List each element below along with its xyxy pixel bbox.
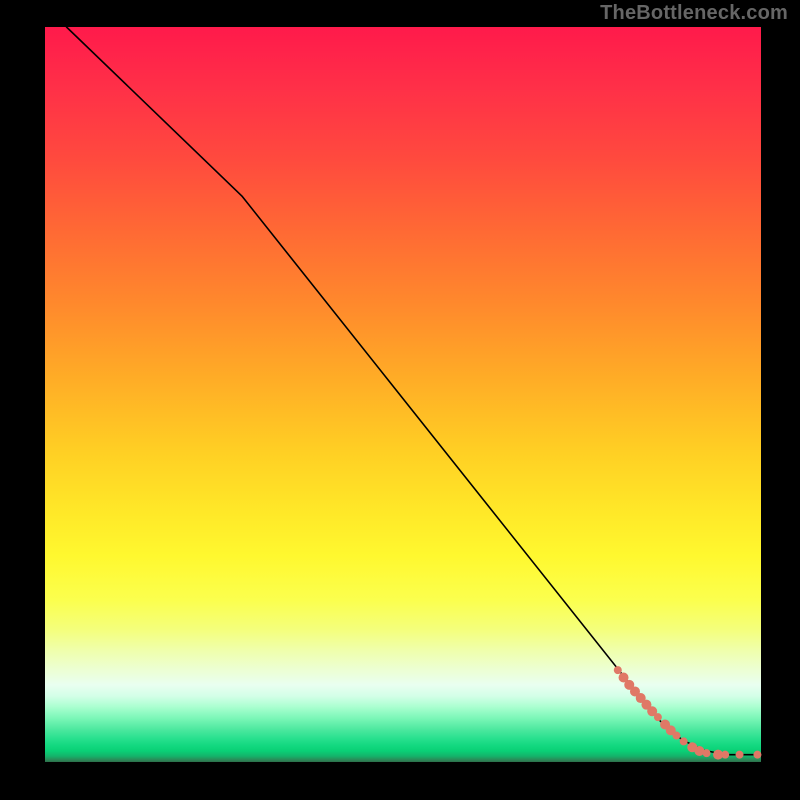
chart-svg: [0, 0, 800, 800]
curve-marker: [753, 751, 761, 759]
curve-marker: [703, 749, 711, 757]
curve-marker: [721, 751, 729, 759]
curve-marker: [736, 751, 744, 759]
plot-background: [45, 27, 761, 762]
curve-marker: [654, 713, 662, 721]
chart-frame: TheBottleneck.com: [0, 0, 800, 800]
curve-marker: [673, 732, 681, 740]
curve-marker: [614, 666, 622, 674]
curve-marker: [680, 737, 688, 745]
watermark-text: TheBottleneck.com: [600, 2, 788, 25]
